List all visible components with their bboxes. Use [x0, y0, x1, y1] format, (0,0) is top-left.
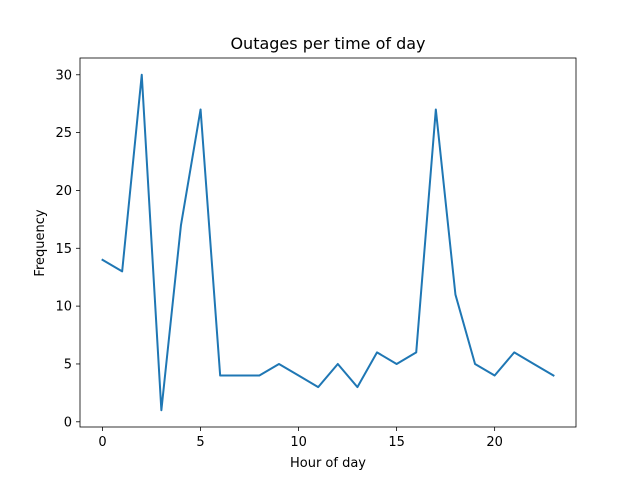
- chart-title: Outages per time of day: [230, 34, 425, 53]
- series-line: [101, 73, 555, 412]
- axes-frame: [79, 57, 577, 428]
- y-tick-label: 0: [64, 415, 72, 430]
- y-tick-label: 5: [64, 357, 72, 372]
- y-tick-label: 15: [55, 242, 72, 257]
- y-tick-label: 20: [55, 184, 72, 199]
- plot-area: 0 5 10 15 20 0 5 10 15 20 25 30: [55, 57, 577, 450]
- x-tick-label: 15: [388, 435, 405, 450]
- x-tick-label: 20: [486, 435, 503, 450]
- x-tick-label: 10: [290, 435, 307, 450]
- x-axis-label: Hour of day: [290, 456, 366, 471]
- y-tick-label: 10: [55, 300, 72, 315]
- x-tick-label: 0: [98, 435, 106, 450]
- y-tick-label: 30: [55, 68, 72, 83]
- y-axis-label: Frequency: [33, 209, 48, 276]
- y-tick-label: 25: [55, 126, 72, 141]
- x-tick-label: 5: [196, 435, 204, 450]
